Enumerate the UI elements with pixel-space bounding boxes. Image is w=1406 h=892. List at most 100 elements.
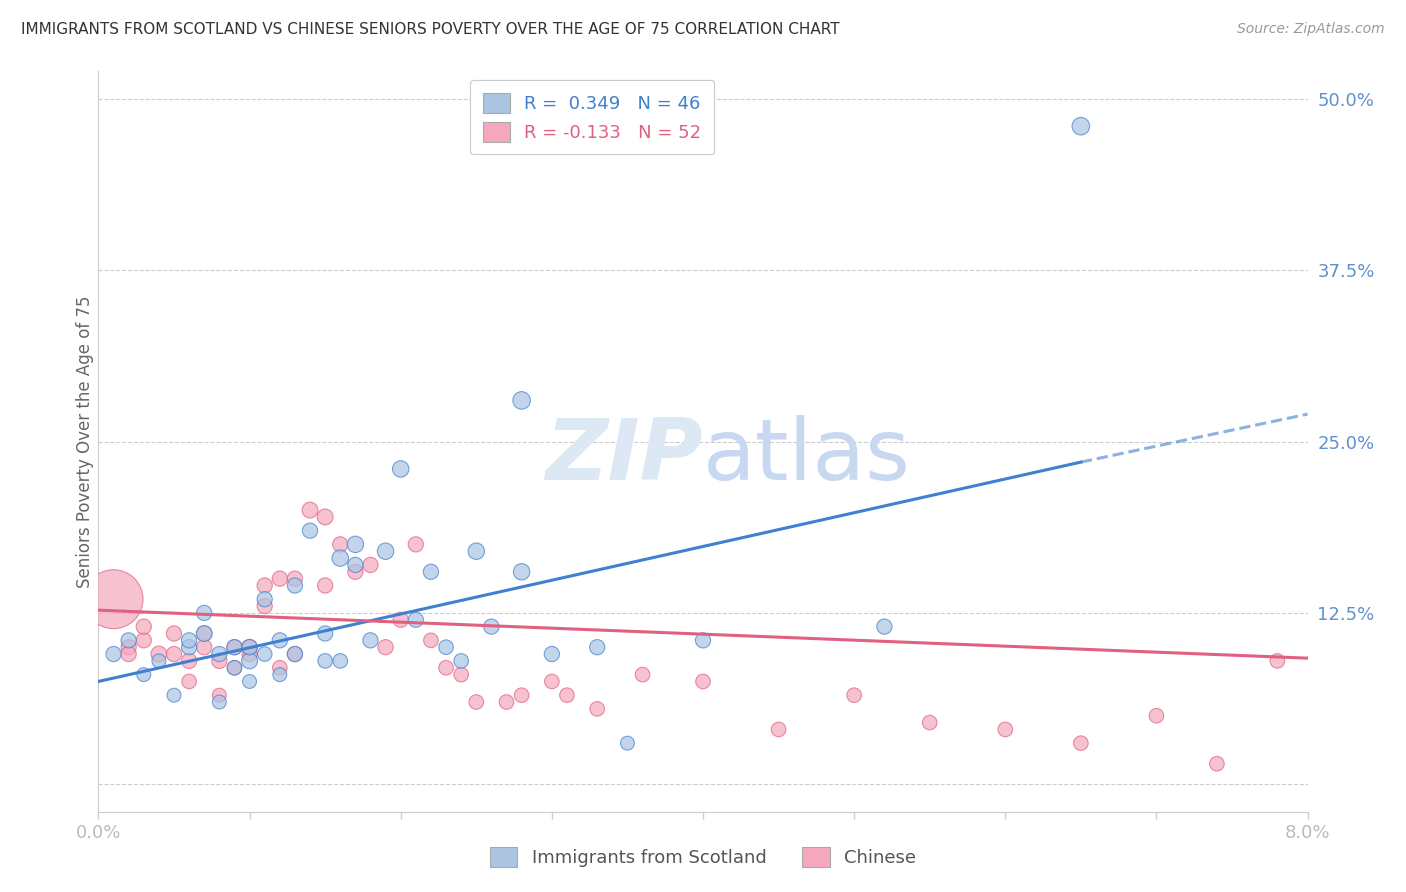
Point: [329, 654, 352, 668]
Point: [329, 551, 352, 566]
Point: [465, 544, 488, 558]
Point: [314, 626, 336, 640]
Point: [299, 503, 322, 517]
Point: [510, 393, 533, 408]
Point: [208, 647, 231, 661]
Point: [253, 647, 276, 661]
Point: [269, 667, 291, 681]
Y-axis label: Seniors Poverty Over the Age of 75: Seniors Poverty Over the Age of 75: [76, 295, 94, 588]
Point: [1146, 708, 1168, 723]
Point: [692, 633, 714, 648]
Point: [163, 647, 186, 661]
Point: [148, 654, 170, 668]
Point: [631, 667, 654, 681]
Point: [224, 640, 246, 655]
Point: [329, 537, 352, 551]
Point: [239, 674, 262, 689]
Point: [405, 537, 427, 551]
Point: [179, 654, 201, 668]
Point: [586, 702, 609, 716]
Point: [844, 688, 866, 702]
Point: [284, 647, 307, 661]
Point: [1070, 119, 1092, 133]
Point: [768, 723, 790, 737]
Point: [586, 640, 609, 655]
Point: [374, 544, 396, 558]
Point: [103, 592, 125, 607]
Point: [239, 640, 262, 655]
Text: IMMIGRANTS FROM SCOTLAND VS CHINESE SENIORS POVERTY OVER THE AGE OF 75 CORRELATI: IMMIGRANTS FROM SCOTLAND VS CHINESE SENI…: [21, 22, 839, 37]
Point: [193, 626, 215, 640]
Point: [193, 626, 215, 640]
Point: [284, 578, 307, 592]
Point: [314, 578, 336, 592]
Point: [405, 613, 427, 627]
Point: [299, 524, 322, 538]
Point: [510, 565, 533, 579]
Point: [481, 619, 503, 633]
Point: [314, 654, 336, 668]
Point: [132, 633, 155, 648]
Point: [208, 695, 231, 709]
Point: [224, 661, 246, 675]
Point: [360, 633, 382, 648]
Point: [118, 633, 141, 648]
Point: [118, 647, 141, 661]
Point: [344, 565, 367, 579]
Point: [103, 647, 125, 661]
Point: [510, 688, 533, 702]
Point: [540, 674, 562, 689]
Point: [118, 640, 141, 655]
Legend: R =  0.349   N = 46, R = -0.133   N = 52: R = 0.349 N = 46, R = -0.133 N = 52: [470, 80, 714, 154]
Point: [132, 667, 155, 681]
Point: [434, 661, 457, 675]
Point: [314, 510, 336, 524]
Text: ZIP: ZIP: [546, 415, 703, 498]
Point: [465, 695, 488, 709]
Point: [179, 674, 201, 689]
Point: [374, 640, 396, 655]
Point: [163, 626, 186, 640]
Point: [450, 667, 472, 681]
Point: [163, 688, 186, 702]
Point: [616, 736, 638, 750]
Point: [873, 619, 896, 633]
Point: [1206, 756, 1229, 771]
Point: [253, 592, 276, 607]
Point: [284, 647, 307, 661]
Point: [239, 647, 262, 661]
Point: [269, 661, 291, 675]
Point: [420, 633, 443, 648]
Point: [269, 633, 291, 648]
Point: [994, 723, 1017, 737]
Point: [389, 462, 412, 476]
Point: [179, 640, 201, 655]
Point: [224, 640, 246, 655]
Point: [344, 537, 367, 551]
Point: [269, 572, 291, 586]
Point: [179, 633, 201, 648]
Point: [132, 619, 155, 633]
Point: [360, 558, 382, 572]
Point: [434, 640, 457, 655]
Point: [1070, 736, 1092, 750]
Point: [540, 647, 562, 661]
Text: atlas: atlas: [703, 415, 911, 498]
Point: [239, 654, 262, 668]
Point: [495, 695, 517, 709]
Point: [692, 674, 714, 689]
Point: [918, 715, 941, 730]
Point: [239, 640, 262, 655]
Point: [389, 613, 412, 627]
Point: [224, 661, 246, 675]
Point: [208, 688, 231, 702]
Point: [450, 654, 472, 668]
Legend: Immigrants from Scotland, Chinese: Immigrants from Scotland, Chinese: [482, 839, 924, 874]
Point: [1267, 654, 1289, 668]
Point: [193, 640, 215, 655]
Point: [344, 558, 367, 572]
Point: [555, 688, 578, 702]
Point: [208, 654, 231, 668]
Point: [193, 606, 215, 620]
Point: [253, 578, 276, 592]
